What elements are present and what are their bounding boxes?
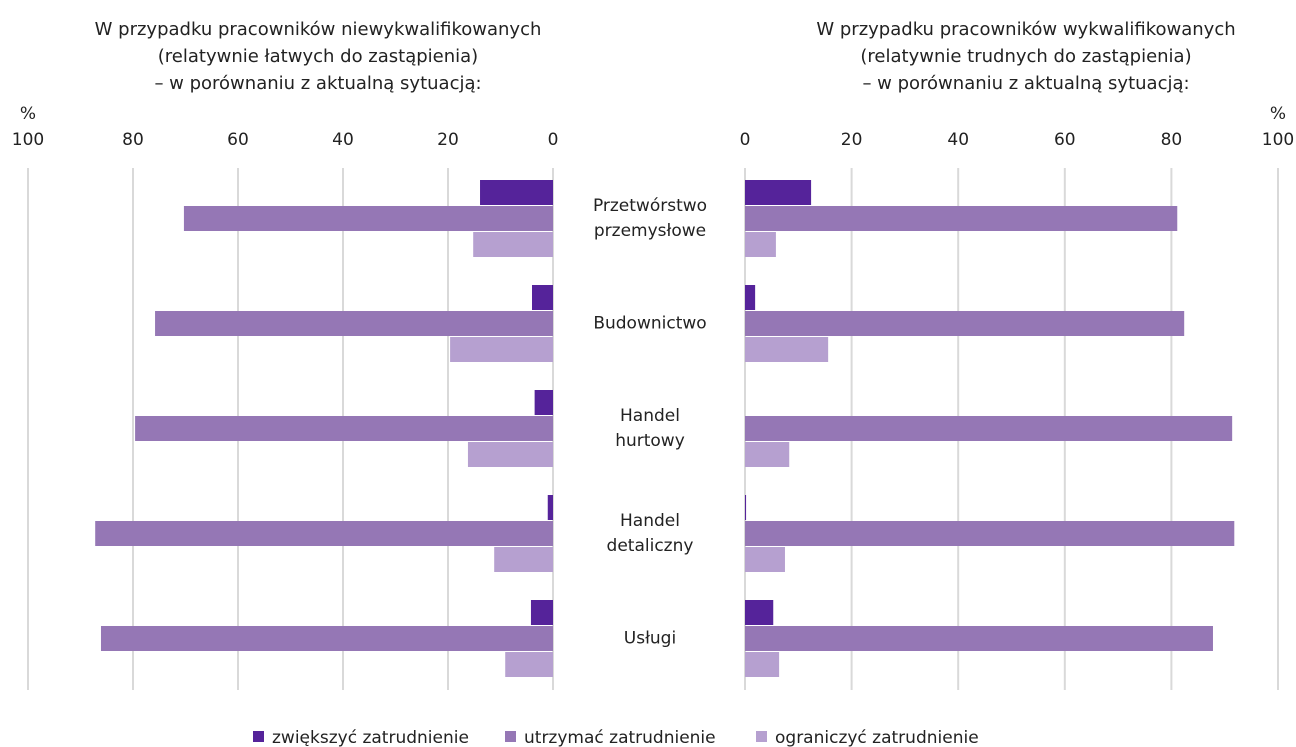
x-tick-label: 0 [740, 130, 751, 150]
legend-swatch [253, 731, 264, 742]
unit-label: % [1270, 104, 1286, 124]
category-label: Handel [620, 406, 680, 426]
legend-label: zwiększyć zatrudnienie [272, 728, 469, 747]
panel-title: W przypadku pracowników niewykwalifikowa… [95, 19, 542, 40]
bar [745, 311, 1185, 336]
bar [100, 626, 553, 651]
category-label: Handel [620, 511, 680, 531]
bar [745, 547, 785, 572]
bar [532, 285, 553, 310]
bar [505, 652, 553, 677]
bar [745, 626, 1213, 651]
bar [745, 180, 812, 205]
panel-title: (relatywnie trudnych do zastąpienia) [860, 46, 1191, 67]
bar [745, 232, 776, 257]
x-tick-label: 20 [437, 130, 459, 150]
bar [745, 416, 1233, 441]
bar [745, 495, 747, 520]
x-tick-label: 80 [1161, 130, 1183, 150]
category-label: Usługi [624, 629, 676, 649]
x-tick-label: 20 [841, 130, 863, 150]
category-label: Budownictwo [593, 314, 706, 334]
bar [467, 442, 553, 467]
x-tick-label: 40 [947, 130, 969, 150]
bar [135, 416, 553, 441]
panel-title: W przypadku pracowników wykwalifikowanyc… [816, 19, 1235, 40]
bar [473, 232, 553, 257]
panel-title: – w porównaniu z aktualną sytuacją: [862, 73, 1189, 94]
x-tick-label: 0 [548, 130, 559, 150]
bar [745, 206, 1178, 231]
x-tick-label: 40 [332, 130, 354, 150]
legend-swatch [756, 731, 767, 742]
bar [745, 337, 829, 362]
category-label: przemysłowe [594, 221, 706, 241]
legend-label: ograniczyć zatrudnienie [775, 728, 979, 747]
bar [530, 600, 553, 625]
x-tick-label: 80 [122, 130, 144, 150]
bar [494, 547, 553, 572]
bar [745, 521, 1235, 546]
x-tick-label: 60 [227, 130, 249, 150]
category-label: detaliczny [607, 536, 694, 556]
x-tick-label: 60 [1054, 130, 1076, 150]
legend-label: utrzymać zatrudnienie [524, 728, 716, 747]
bar [480, 180, 553, 205]
bar [183, 206, 554, 231]
bar [745, 600, 774, 625]
bar [745, 285, 756, 310]
bar [745, 442, 790, 467]
panel-title: – w porównaniu z aktualną sytuacją: [154, 73, 481, 94]
unit-label: % [20, 104, 36, 124]
bar [95, 521, 553, 546]
x-tick-label: 100 [12, 130, 44, 150]
x-tick-label: 100 [1262, 130, 1294, 150]
bar [450, 337, 553, 362]
bar [547, 495, 553, 520]
category-label: hurtowy [615, 431, 685, 451]
bar [155, 311, 554, 336]
bar [534, 390, 553, 415]
bar [745, 652, 780, 677]
category-label: Przetwórstwo [593, 196, 707, 216]
panel-title: (relatywnie łatwych do zastąpienia) [158, 46, 478, 67]
legend-swatch [505, 731, 516, 742]
